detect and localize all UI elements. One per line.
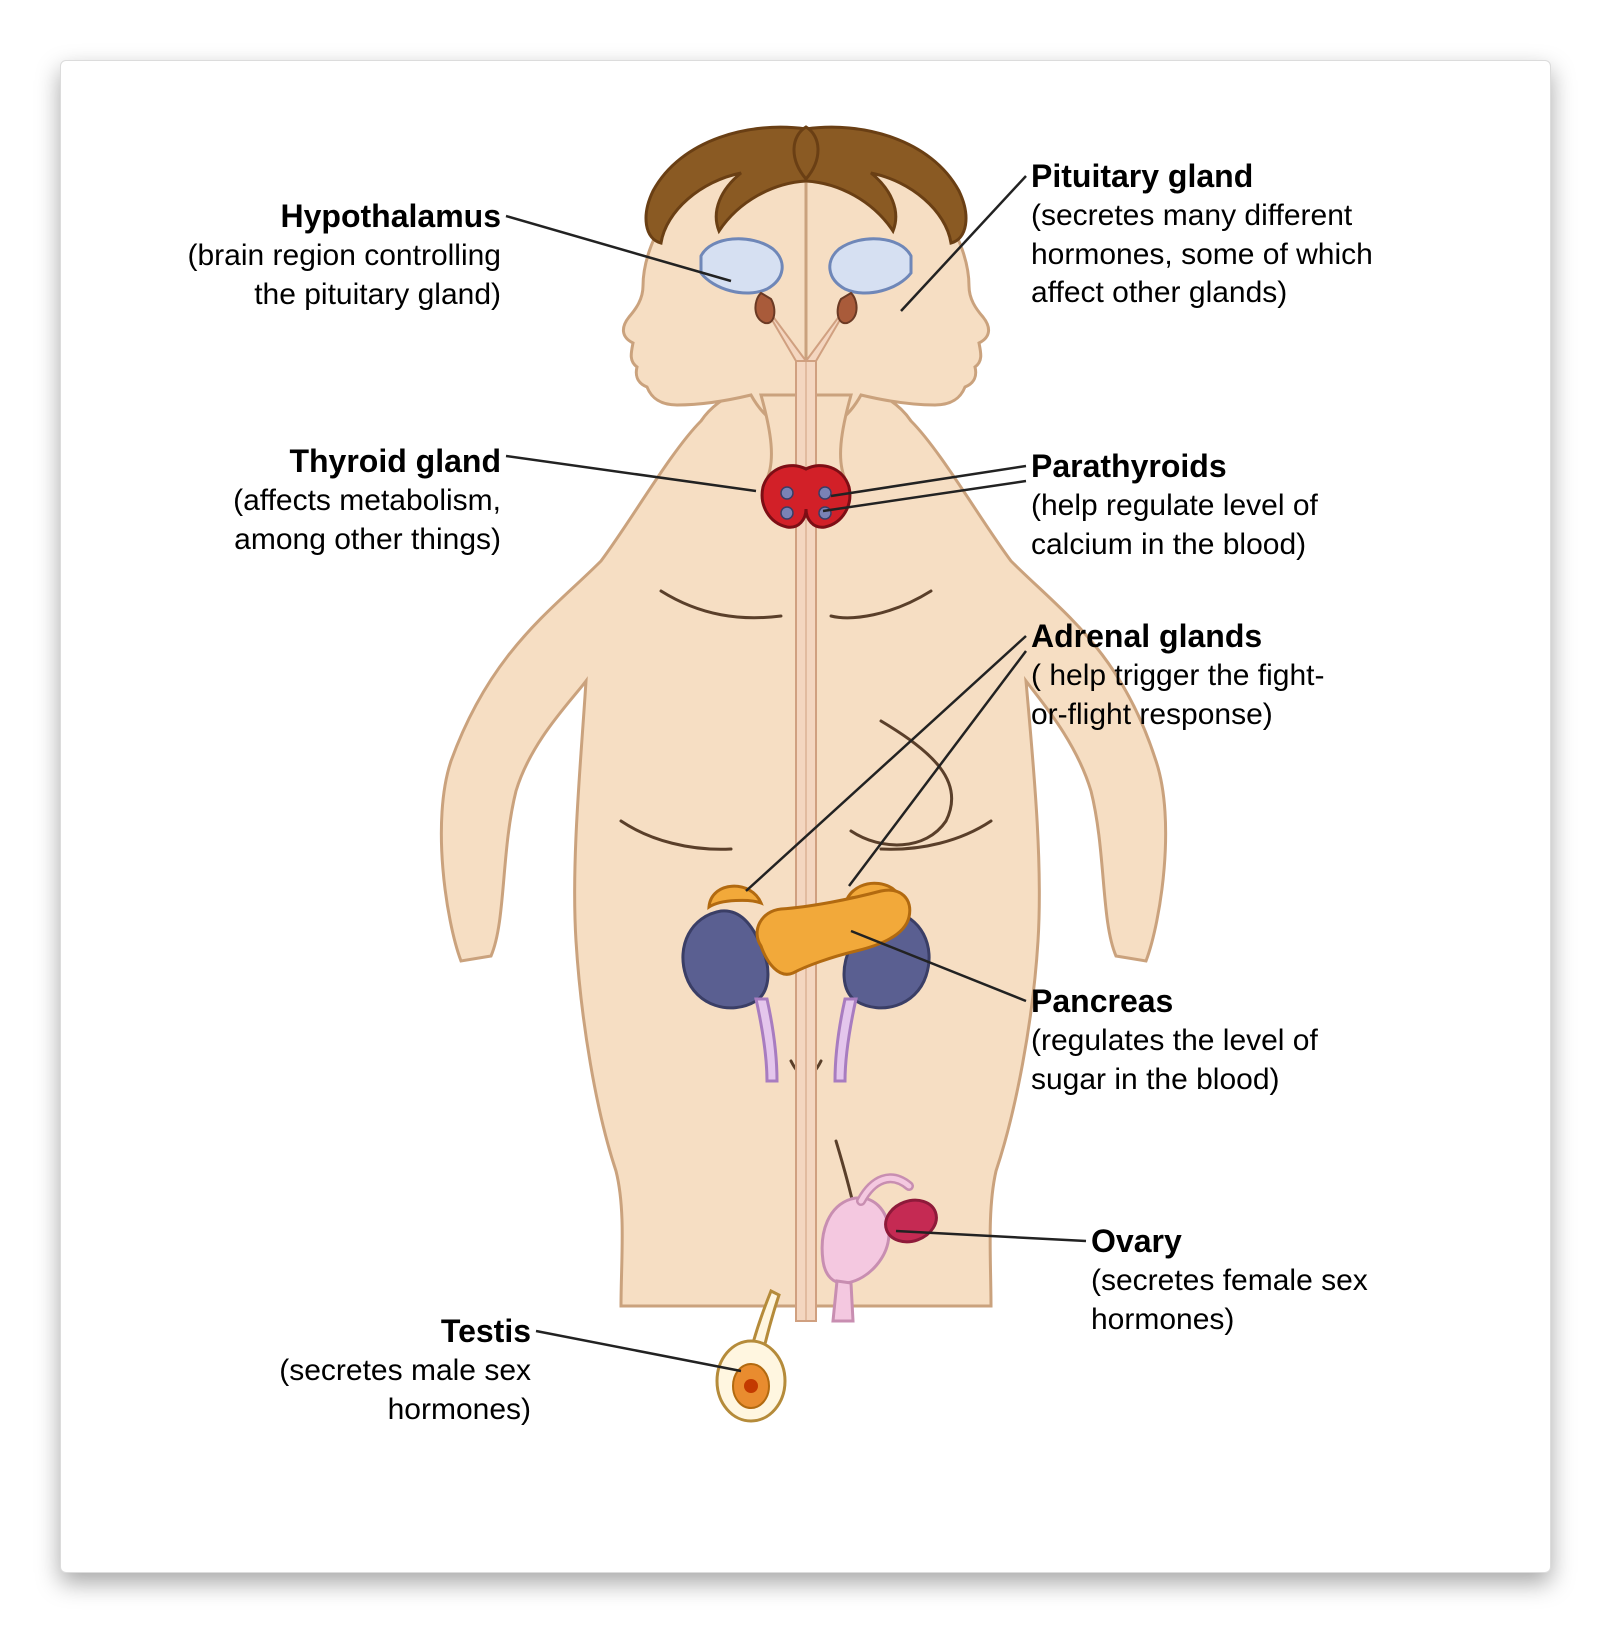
diagram-card: Hypothalamus (brain region controlling t… bbox=[60, 60, 1551, 1573]
label-hypothalamus-desc: (brain region controlling the pituitary … bbox=[171, 237, 501, 314]
label-testis: Testis (secretes male sex hormones) bbox=[231, 1311, 531, 1429]
label-pituitary-title: Pituitary gland bbox=[1031, 158, 1253, 194]
label-hypothalamus-title: Hypothalamus bbox=[281, 198, 501, 234]
label-pituitary: Pituitary gland (secretes many different… bbox=[1031, 156, 1411, 313]
label-parathyroids-desc: (help regulate level of calcium in the b… bbox=[1031, 487, 1391, 564]
label-adrenal-desc: ( help trigger the fight-or-flight respo… bbox=[1031, 657, 1331, 734]
label-parathyroids: Parathyroids (help regulate level of cal… bbox=[1031, 446, 1391, 564]
label-thyroid-title: Thyroid gland bbox=[289, 443, 501, 479]
label-adrenal: Adrenal glands ( help trigger the fight-… bbox=[1031, 616, 1331, 734]
label-testis-desc: (secretes male sex hormones) bbox=[231, 1352, 531, 1429]
label-parathyroids-title: Parathyroids bbox=[1031, 448, 1227, 484]
label-pancreas-desc: (regulates the level of sugar in the blo… bbox=[1031, 1022, 1331, 1099]
label-pituitary-desc: (secretes many different hormones, some … bbox=[1031, 197, 1411, 312]
label-ovary-title: Ovary bbox=[1091, 1223, 1182, 1259]
male-repro bbox=[717, 1291, 785, 1421]
label-thyroid: Thyroid gland (affects metabolism, among… bbox=[171, 441, 501, 559]
label-hypothalamus: Hypothalamus (brain region controlling t… bbox=[171, 196, 501, 314]
label-ovary: Ovary (secretes female sex hormones) bbox=[1091, 1221, 1411, 1339]
label-testis-title: Testis bbox=[441, 1313, 531, 1349]
label-pancreas-title: Pancreas bbox=[1031, 983, 1173, 1019]
label-pancreas: Pancreas (regulates the level of sugar i… bbox=[1031, 981, 1331, 1099]
label-ovary-desc: (secretes female sex hormones) bbox=[1091, 1262, 1411, 1339]
label-thyroid-desc: (affects metabolism, among other things) bbox=[171, 482, 501, 559]
label-adrenal-title: Adrenal glands bbox=[1031, 618, 1262, 654]
